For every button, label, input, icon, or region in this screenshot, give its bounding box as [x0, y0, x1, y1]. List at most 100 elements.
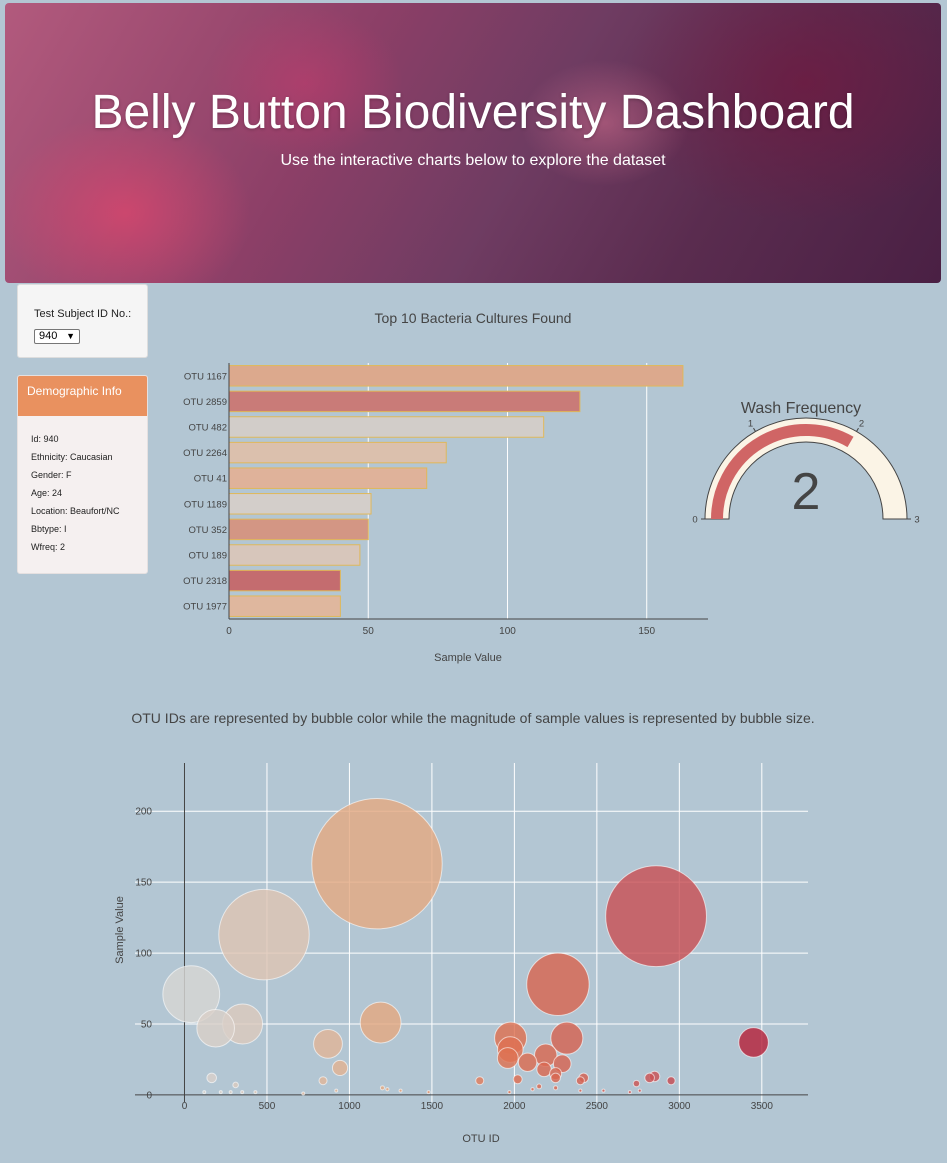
bubble-point	[738, 1027, 769, 1058]
bar-chart-xlabel: Sample Value	[434, 652, 502, 664]
bubble-point	[318, 1076, 328, 1086]
demo-bbtype: Bbtype: I	[31, 524, 67, 534]
bubble-x-tick-label: 0	[182, 1101, 188, 1112]
bar	[228, 390, 581, 413]
bubble-point	[530, 1087, 535, 1092]
bar	[228, 441, 447, 464]
bar-category-label: OTU 482	[188, 423, 227, 434]
subject-selector-panel: Test Subject ID No.: 940 ▼	[17, 284, 148, 358]
bubble-x-tick-label: 2000	[503, 1101, 526, 1112]
demo-location: Location: Beaufort/NC	[31, 506, 120, 516]
bubble-x-tick-label: 500	[259, 1101, 276, 1112]
bubble-point	[627, 1090, 632, 1095]
demo-gender: Gender: F	[31, 470, 72, 480]
gauge-tick	[856, 427, 859, 432]
bubble-chart-xlabel: OTU ID	[462, 1133, 499, 1145]
bubble-point	[232, 1081, 239, 1089]
bubble-point	[550, 1072, 561, 1084]
bubble-point	[637, 1088, 642, 1093]
bar-x-tick-label: 0	[226, 626, 232, 637]
bubble-point	[605, 865, 707, 968]
bubble-x-tick-label: 2500	[586, 1101, 609, 1112]
bubble-point	[575, 1076, 585, 1086]
chevron-down-icon: ▼	[66, 331, 75, 341]
demo-wfreq: Wfreq: 2	[31, 542, 66, 552]
bar-chart: 0 50 100 150 OTU 1167 OTU 2859 OTU 482 OTU 2264…	[183, 363, 708, 637]
gauge-background-arc	[704, 417, 908, 520]
bar	[228, 493, 372, 515]
gauge-tick	[753, 427, 756, 432]
page-title: Belly Button Biodiversity Dashboard	[91, 86, 855, 139]
bubble-point	[359, 1001, 402, 1044]
bubble-chart: 0 500 1000 1500 2000 2500 3000 3500 0 50 100 150 200	[135, 763, 808, 1112]
bar	[228, 544, 361, 566]
bubble-point	[426, 1090, 431, 1095]
gauge-tick-label: 3	[914, 515, 919, 526]
bubble-point	[334, 1088, 339, 1093]
bar-category-label: OTU 2264	[183, 448, 227, 459]
bubble-point	[206, 1072, 218, 1084]
demo-age: Age: 24	[31, 488, 63, 498]
header-banner: Belly Button Biodiversity Dashboard Use …	[5, 3, 941, 283]
bar-x-tick-label: 100	[499, 626, 516, 637]
bubble-point	[507, 1090, 512, 1095]
bubble-point	[331, 1059, 349, 1077]
bubble-point	[301, 1091, 306, 1096]
bubble-chart-ylabel: Sample Value	[114, 896, 126, 964]
bubble-x-tick-label: 1000	[338, 1101, 361, 1112]
bubble-point	[385, 1087, 390, 1092]
gauge-tick-label: 0	[692, 515, 697, 526]
bubble-x-tick-label: 1500	[421, 1101, 444, 1112]
bubble-point	[536, 1061, 552, 1078]
bubble-point	[162, 965, 221, 1024]
demo-ethnicity: Ethnicity: Caucasian	[31, 452, 113, 462]
bubble-point	[196, 1008, 235, 1048]
bar-category-label: OTU 1977	[183, 602, 227, 613]
bubble-point	[666, 1076, 676, 1086]
gauge-value-label: 2	[792, 463, 821, 521]
bubble-point	[534, 1043, 558, 1067]
bubble-point	[398, 1088, 403, 1093]
bar	[228, 416, 545, 438]
bar-chart-title: Top 10 Bacteria Cultures Found	[375, 310, 572, 326]
page-subtitle: Use the interactive charts below to expl…	[280, 152, 666, 169]
bar-category-label: OTU 1167	[184, 371, 227, 382]
bubble-point	[253, 1090, 258, 1095]
bar-x-tick-label: 50	[363, 626, 375, 637]
bubble-point	[512, 1074, 523, 1085]
bubble-point	[553, 1085, 559, 1091]
bubble-point	[549, 1067, 563, 1081]
demo-id: Id: 940	[31, 434, 59, 444]
bar	[228, 569, 341, 592]
demographic-info-title: Demographic Info	[18, 376, 147, 416]
gauge-chart: 0 1 2 3 2	[692, 417, 920, 526]
bubble-point	[578, 1072, 589, 1084]
gauge-value-bar	[711, 424, 854, 520]
bubble-point	[648, 1070, 661, 1083]
subject-id-select[interactable]: 940 ▼	[34, 329, 80, 344]
bubble-point	[218, 888, 310, 981]
bubble-y-tick-label: 100	[135, 949, 152, 960]
gauge-tick-label: 2	[859, 418, 864, 429]
bubble-point	[644, 1072, 655, 1084]
demographic-info-panel: Demographic Info Id: 940 Ethnicity: Cauc…	[17, 375, 148, 574]
bubble-x-tick-label: 3000	[668, 1101, 691, 1112]
bubble-y-tick-label: 50	[141, 1019, 153, 1030]
bubble-point	[536, 1083, 543, 1090]
bar	[228, 467, 428, 489]
bubble-point	[494, 1021, 528, 1055]
bar-category-label: OTU 2859	[183, 397, 227, 408]
bubble-chart-title: OTU IDs are represented by bubble color …	[131, 710, 814, 726]
bubble-point	[202, 1090, 207, 1095]
bubble-point	[313, 1028, 343, 1059]
bubble-point	[578, 1088, 583, 1093]
bar-x-tick-label: 150	[638, 626, 655, 637]
bubble-point	[550, 1021, 584, 1055]
bar-category-label: OTU 1189	[184, 499, 227, 510]
bubble-point	[311, 798, 443, 930]
bubble-point	[379, 1085, 385, 1091]
bar	[228, 595, 341, 617]
bubble-y-tick-label: 0	[146, 1090, 152, 1101]
bubble-point	[601, 1088, 606, 1093]
bubble-point	[475, 1076, 485, 1086]
